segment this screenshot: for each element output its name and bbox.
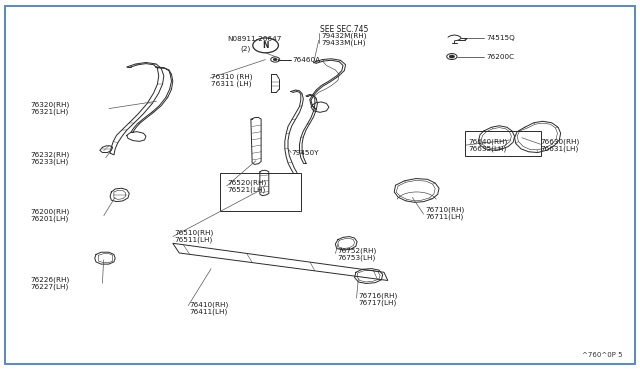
Text: 76201(LH): 76201(LH) — [31, 216, 69, 222]
Circle shape — [273, 58, 277, 61]
Text: 76521(LH): 76521(LH) — [228, 186, 266, 193]
Text: 76321(LH): 76321(LH) — [31, 109, 69, 115]
Text: 79450Y: 79450Y — [291, 150, 319, 156]
Text: 76227(LH): 76227(LH) — [31, 283, 69, 290]
Text: 76630(RH): 76630(RH) — [541, 139, 580, 145]
Text: 76311 (LH): 76311 (LH) — [211, 81, 252, 87]
Text: 76717(LH): 76717(LH) — [358, 299, 397, 306]
Text: 76711(LH): 76711(LH) — [426, 214, 464, 221]
Text: 74515Q: 74515Q — [486, 35, 515, 41]
Text: 79432M(RH): 79432M(RH) — [321, 33, 367, 39]
Text: 76716(RH): 76716(RH) — [358, 292, 397, 299]
Text: 76460A: 76460A — [292, 57, 321, 63]
Text: 76520(RH): 76520(RH) — [228, 179, 267, 186]
Text: 76233(LH): 76233(LH) — [31, 158, 69, 165]
Circle shape — [449, 55, 454, 58]
Text: 76710(RH): 76710(RH) — [426, 207, 465, 214]
Text: 76310 (RH): 76310 (RH) — [211, 74, 253, 80]
Text: 76200C: 76200C — [486, 54, 515, 60]
Text: 79433M(LH): 79433M(LH) — [321, 40, 366, 46]
Text: 76232(RH): 76232(RH) — [31, 151, 70, 158]
Text: 76635(LH): 76635(LH) — [468, 146, 507, 153]
Text: N08911-20647: N08911-20647 — [227, 36, 282, 42]
Text: 76511(LH): 76511(LH) — [174, 236, 212, 243]
Text: N: N — [262, 41, 269, 50]
Text: SEE SEC.745: SEE SEC.745 — [320, 25, 369, 34]
Text: 76226(RH): 76226(RH) — [31, 276, 70, 283]
Text: (2): (2) — [240, 45, 250, 52]
Text: 76631(LH): 76631(LH) — [541, 146, 579, 153]
Text: 76510(RH): 76510(RH) — [174, 229, 213, 236]
Text: ^760^0P 5: ^760^0P 5 — [582, 352, 622, 358]
Text: 76200(RH): 76200(RH) — [31, 209, 70, 215]
Text: 76753(LH): 76753(LH) — [337, 255, 376, 262]
Text: 76410(RH): 76410(RH) — [189, 301, 228, 308]
Text: 76411(LH): 76411(LH) — [189, 308, 228, 315]
Polygon shape — [173, 243, 388, 280]
Text: 76640(RH): 76640(RH) — [468, 139, 508, 145]
Text: 76752(RH): 76752(RH) — [337, 248, 376, 254]
Text: 76320(RH): 76320(RH) — [31, 102, 70, 108]
